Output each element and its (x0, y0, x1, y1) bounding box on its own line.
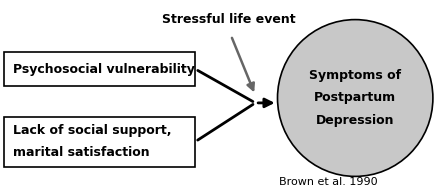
Ellipse shape (278, 20, 433, 176)
Text: Stressful life event: Stressful life event (162, 13, 295, 26)
Text: Psychosocial vulnerability: Psychosocial vulnerability (13, 63, 195, 76)
Text: marital satisfaction: marital satisfaction (13, 146, 150, 159)
FancyBboxPatch shape (4, 52, 195, 86)
Text: Lack of social support,: Lack of social support, (13, 124, 172, 137)
Text: Symptoms of: Symptoms of (309, 69, 401, 82)
Text: Postpartum: Postpartum (314, 92, 396, 104)
FancyBboxPatch shape (4, 117, 195, 167)
Text: Brown et al. 1990: Brown et al. 1990 (279, 177, 378, 187)
Text: Depression: Depression (316, 114, 394, 127)
